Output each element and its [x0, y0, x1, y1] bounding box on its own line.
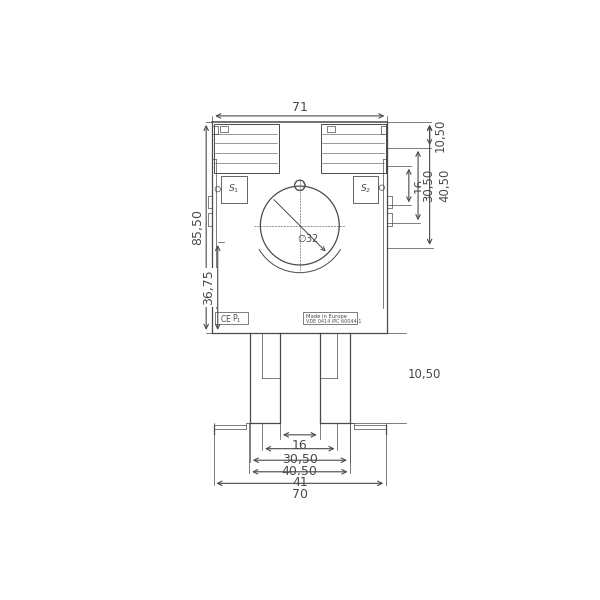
Text: 40,50: 40,50	[282, 465, 318, 478]
Text: 10,50: 10,50	[433, 118, 446, 152]
Bar	[327, 126, 335, 132]
Text: Made in Europe: Made in Europe	[306, 314, 347, 319]
Bar	[212, 126, 218, 134]
Text: 71: 71	[292, 101, 308, 114]
Bar	[214, 124, 279, 173]
Bar	[381, 126, 387, 134]
Bar	[220, 126, 228, 132]
Text: $\varnothing$32: $\varnothing$32	[297, 232, 319, 244]
Text: 16: 16	[413, 178, 425, 193]
Text: 70: 70	[292, 488, 308, 501]
Text: 85,50: 85,50	[191, 209, 204, 245]
Text: 30,50: 30,50	[422, 169, 435, 202]
Text: 40,50: 40,50	[439, 168, 452, 202]
Text: $\mathsf{P_1}$: $\mathsf{P_1}$	[232, 313, 242, 325]
Bar	[321, 124, 386, 173]
Text: 30,50: 30,50	[282, 454, 318, 466]
Text: 36,75: 36,75	[203, 269, 215, 305]
Text: $S_1$: $S_1$	[228, 183, 239, 196]
Text: 41: 41	[292, 476, 308, 490]
Text: 10,50: 10,50	[407, 368, 441, 382]
Text: VDE 0414 IPC 60044-1: VDE 0414 IPC 60044-1	[306, 319, 361, 325]
Text: $\mathsf{CE}$: $\mathsf{CE}$	[220, 313, 232, 325]
Text: 16: 16	[292, 439, 308, 452]
Text: $S_2$: $S_2$	[360, 183, 371, 196]
